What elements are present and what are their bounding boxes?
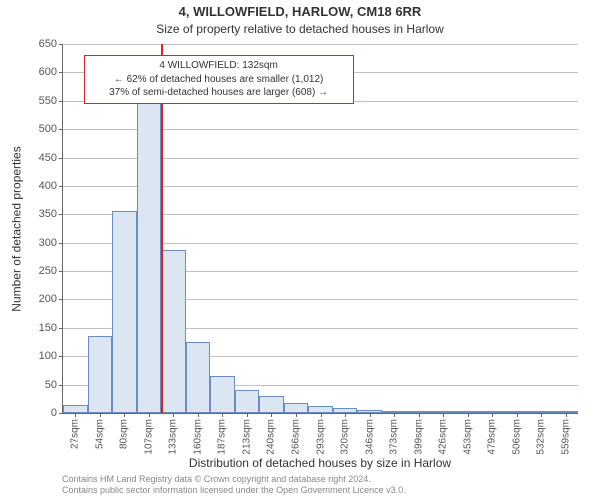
y-tick-label: 0: [51, 407, 57, 419]
histogram-bar: [161, 250, 186, 413]
x-tick-label: 80sqm: [119, 419, 130, 449]
x-tick-mark: [75, 413, 76, 417]
histogram-bar: [88, 336, 113, 413]
y-tick-label: 50: [45, 379, 57, 391]
x-tick-label: 27sqm: [70, 419, 81, 449]
histogram-bar: [235, 390, 260, 413]
x-tick-label: 160sqm: [192, 419, 203, 455]
x-tick-label: 453sqm: [462, 419, 473, 455]
x-tick-label: 399sqm: [413, 419, 424, 455]
x-tick-label: 54sqm: [94, 419, 105, 449]
x-tick-mark: [173, 413, 174, 417]
x-tick-label: 346sqm: [364, 419, 375, 455]
x-tick-mark: [517, 413, 518, 417]
x-tick-mark: [247, 413, 248, 417]
x-tick-mark: [419, 413, 420, 417]
x-tick-mark: [149, 413, 150, 417]
y-tick-mark: [59, 44, 63, 45]
y-tick-label: 600: [39, 66, 57, 78]
y-tick-mark: [59, 101, 63, 102]
x-tick-mark: [198, 413, 199, 417]
x-tick-label: 240sqm: [266, 419, 277, 455]
y-tick-mark: [59, 299, 63, 300]
plot-area: 0501001502002503003504004505005506006502…: [62, 44, 578, 414]
footer-line-2: Contains public sector information licen…: [62, 485, 590, 496]
histogram-bar: [210, 376, 235, 413]
x-tick-label: 426sqm: [438, 419, 449, 455]
y-tick-label: 100: [39, 350, 57, 362]
y-tick-label: 300: [39, 237, 57, 249]
x-tick-label: 532sqm: [536, 419, 547, 455]
y-tick-mark: [59, 385, 63, 386]
x-tick-label: 293sqm: [315, 419, 326, 455]
y-tick-label: 350: [39, 208, 57, 220]
x-tick-mark: [222, 413, 223, 417]
x-tick-mark: [394, 413, 395, 417]
x-tick-label: 373sqm: [389, 419, 400, 455]
x-axis-title: Distribution of detached houses by size …: [62, 456, 578, 470]
x-tick-mark: [345, 413, 346, 417]
y-tick-mark: [59, 243, 63, 244]
x-tick-mark: [100, 413, 101, 417]
gridline: [63, 44, 578, 45]
y-tick-mark: [59, 72, 63, 73]
y-tick-mark: [59, 186, 63, 187]
x-tick-label: 187sqm: [217, 419, 228, 455]
annotation-line: 37% of semi-detached houses are larger (…: [91, 86, 347, 100]
y-tick-mark: [59, 158, 63, 159]
histogram-bar: [308, 406, 333, 413]
x-tick-label: 559sqm: [560, 419, 571, 455]
x-tick-label: 506sqm: [511, 419, 522, 455]
y-axis-title: Number of detached properties: [10, 44, 24, 414]
y-tick-mark: [59, 214, 63, 215]
annotation-line: 4 WILLOWFIELD: 132sqm: [91, 59, 347, 73]
y-tick-label: 450: [39, 152, 57, 164]
y-tick-label: 400: [39, 180, 57, 192]
histogram-bar: [284, 403, 309, 413]
x-tick-label: 320sqm: [340, 419, 351, 455]
x-tick-label: 107sqm: [143, 419, 154, 455]
histogram-bar: [259, 396, 284, 413]
chart-title: 4, WILLOWFIELD, HARLOW, CM18 6RR: [0, 4, 600, 19]
x-tick-mark: [443, 413, 444, 417]
x-tick-mark: [468, 413, 469, 417]
footer-line-1: Contains HM Land Registry data © Crown c…: [62, 474, 590, 485]
x-tick-label: 266sqm: [290, 419, 301, 455]
y-tick-label: 150: [39, 322, 57, 334]
y-tick-label: 650: [39, 38, 57, 50]
x-tick-label: 133sqm: [168, 419, 179, 455]
chart-container: 4, WILLOWFIELD, HARLOW, CM18 6RR Size of…: [0, 0, 600, 500]
x-tick-mark: [566, 413, 567, 417]
x-tick-label: 213sqm: [241, 419, 252, 455]
y-tick-mark: [59, 129, 63, 130]
y-tick-label: 550: [39, 95, 57, 107]
annotation-line: ← 62% of detached houses are smaller (1,…: [91, 73, 347, 87]
histogram-bar: [137, 98, 162, 413]
x-tick-mark: [370, 413, 371, 417]
annotation-box: 4 WILLOWFIELD: 132sqm← 62% of detached h…: [84, 55, 354, 104]
y-tick-mark: [59, 356, 63, 357]
histogram-bar: [112, 211, 137, 413]
x-tick-mark: [296, 413, 297, 417]
y-tick-label: 250: [39, 265, 57, 277]
footer-attribution: Contains HM Land Registry data © Crown c…: [62, 474, 590, 497]
y-tick-label: 200: [39, 293, 57, 305]
y-tick-mark: [59, 328, 63, 329]
chart-subtitle: Size of property relative to detached ho…: [0, 22, 600, 36]
x-tick-mark: [541, 413, 542, 417]
y-tick-label: 500: [39, 123, 57, 135]
x-tick-mark: [124, 413, 125, 417]
x-tick-mark: [321, 413, 322, 417]
x-tick-mark: [271, 413, 272, 417]
x-tick-label: 479sqm: [487, 419, 498, 455]
y-tick-mark: [59, 271, 63, 272]
y-tick-mark: [59, 413, 63, 414]
y-axis-title-text: Number of detached properties: [10, 146, 24, 311]
x-tick-mark: [492, 413, 493, 417]
histogram-bar: [63, 405, 88, 414]
histogram-bar: [186, 342, 211, 413]
